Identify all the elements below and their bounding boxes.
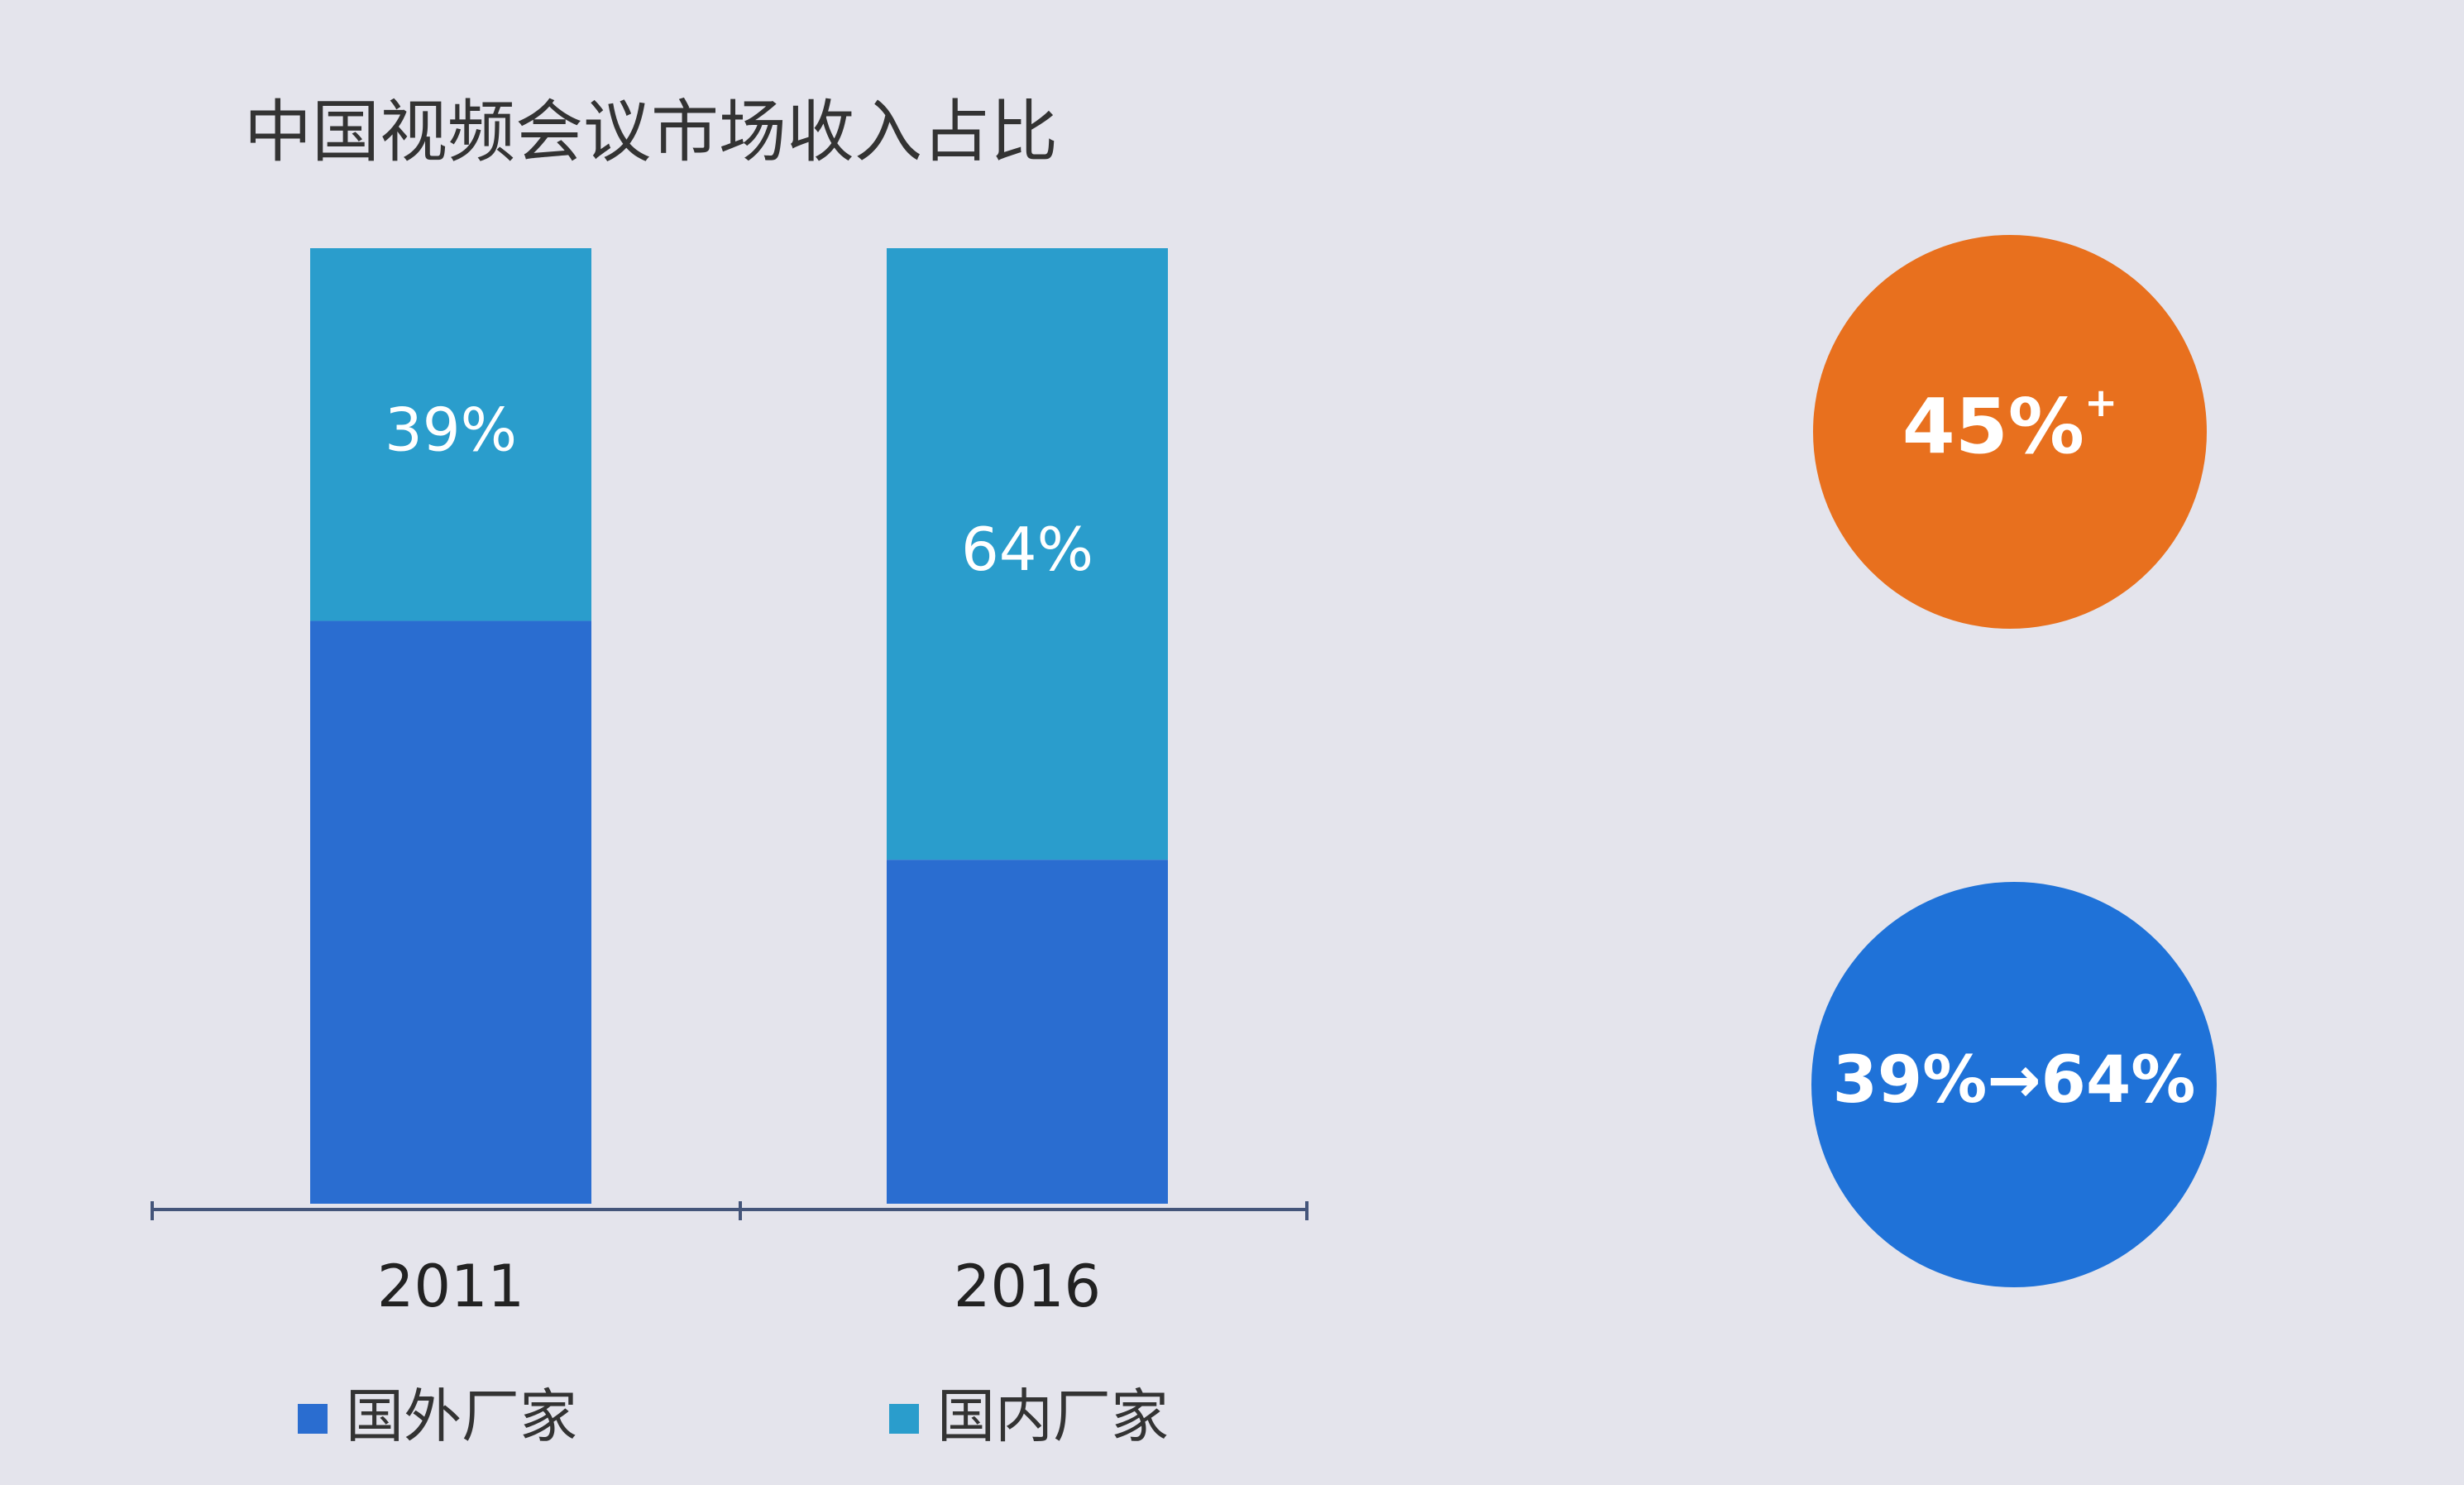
legend-swatch	[298, 1404, 328, 1434]
bar-segment	[887, 248, 1168, 860]
annotation-superscript: +	[2084, 380, 2117, 426]
annotation-main: 45%	[1902, 382, 2084, 471]
value-label: 64%	[961, 515, 1093, 584]
annotation-text: 45%+	[1902, 380, 2117, 471]
annotation-text: 39%→64%	[1833, 1043, 2196, 1118]
annotation-main: 39%→64%	[1833, 1043, 2196, 1118]
legend-label: 国外厂家	[346, 1382, 577, 1450]
value-label: 39%	[385, 395, 517, 465]
x-tick-label: 2011	[377, 1253, 524, 1320]
chart-title: 中国视频会议市场收入占比	[244, 93, 1058, 171]
bar-segment	[310, 248, 591, 621]
x-tick-label: 2016	[954, 1253, 1101, 1320]
annotation-circle	[1813, 235, 2207, 629]
bar-segment	[310, 620, 591, 1204]
annotation-circle	[1811, 882, 2217, 1287]
legend-swatch	[889, 1404, 919, 1434]
legend-label: 国内厂家	[937, 1382, 1169, 1450]
bar-segment	[887, 860, 1168, 1204]
